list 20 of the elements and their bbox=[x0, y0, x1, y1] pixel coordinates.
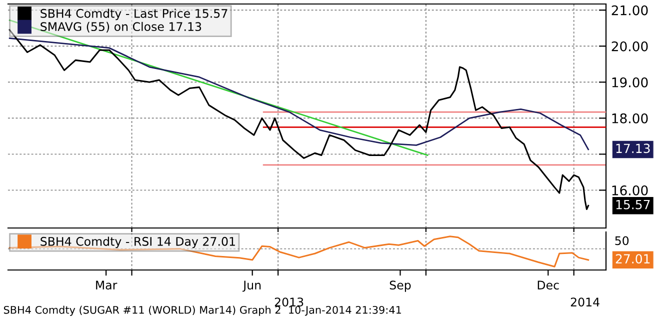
y-tick-label: 19.00 bbox=[612, 77, 648, 88]
y-tick-label: 21.00 bbox=[612, 5, 648, 16]
x-tick-label: Dec bbox=[538, 280, 559, 290]
x-tick-label: Mar bbox=[96, 280, 118, 290]
y-tick-label: 20.00 bbox=[612, 41, 648, 52]
legend-label: SBH4 Comdty - Last Price 15.57 bbox=[40, 8, 228, 20]
x-tick-label: Sep bbox=[390, 280, 411, 292]
text: 50 bbox=[615, 236, 629, 246]
text: 2013 bbox=[274, 298, 304, 306]
legend-label: SMAVG (55) on Close 17.13 bbox=[40, 22, 202, 32]
annotation: 27.01 bbox=[616, 254, 650, 264]
y-tick-label: 18.00 bbox=[612, 113, 648, 124]
text: 2014 bbox=[570, 298, 600, 306]
text: SBH4 Comdty (SUGAR #11 (WORLD) Mar14) Graph 2 10-Jan-2014 21:39:41 bbox=[4, 306, 401, 316]
annotation: 15.57 bbox=[616, 200, 650, 210]
legend-label: SBH4 Comdty - RSI 14 Day 27.01 bbox=[40, 236, 235, 248]
y-tick-label: 16.00 bbox=[612, 185, 648, 196]
line-series bbox=[8, 38, 590, 150]
x-tick-label: Jun bbox=[242, 280, 261, 292]
annotation: 17.13 bbox=[616, 144, 650, 154]
